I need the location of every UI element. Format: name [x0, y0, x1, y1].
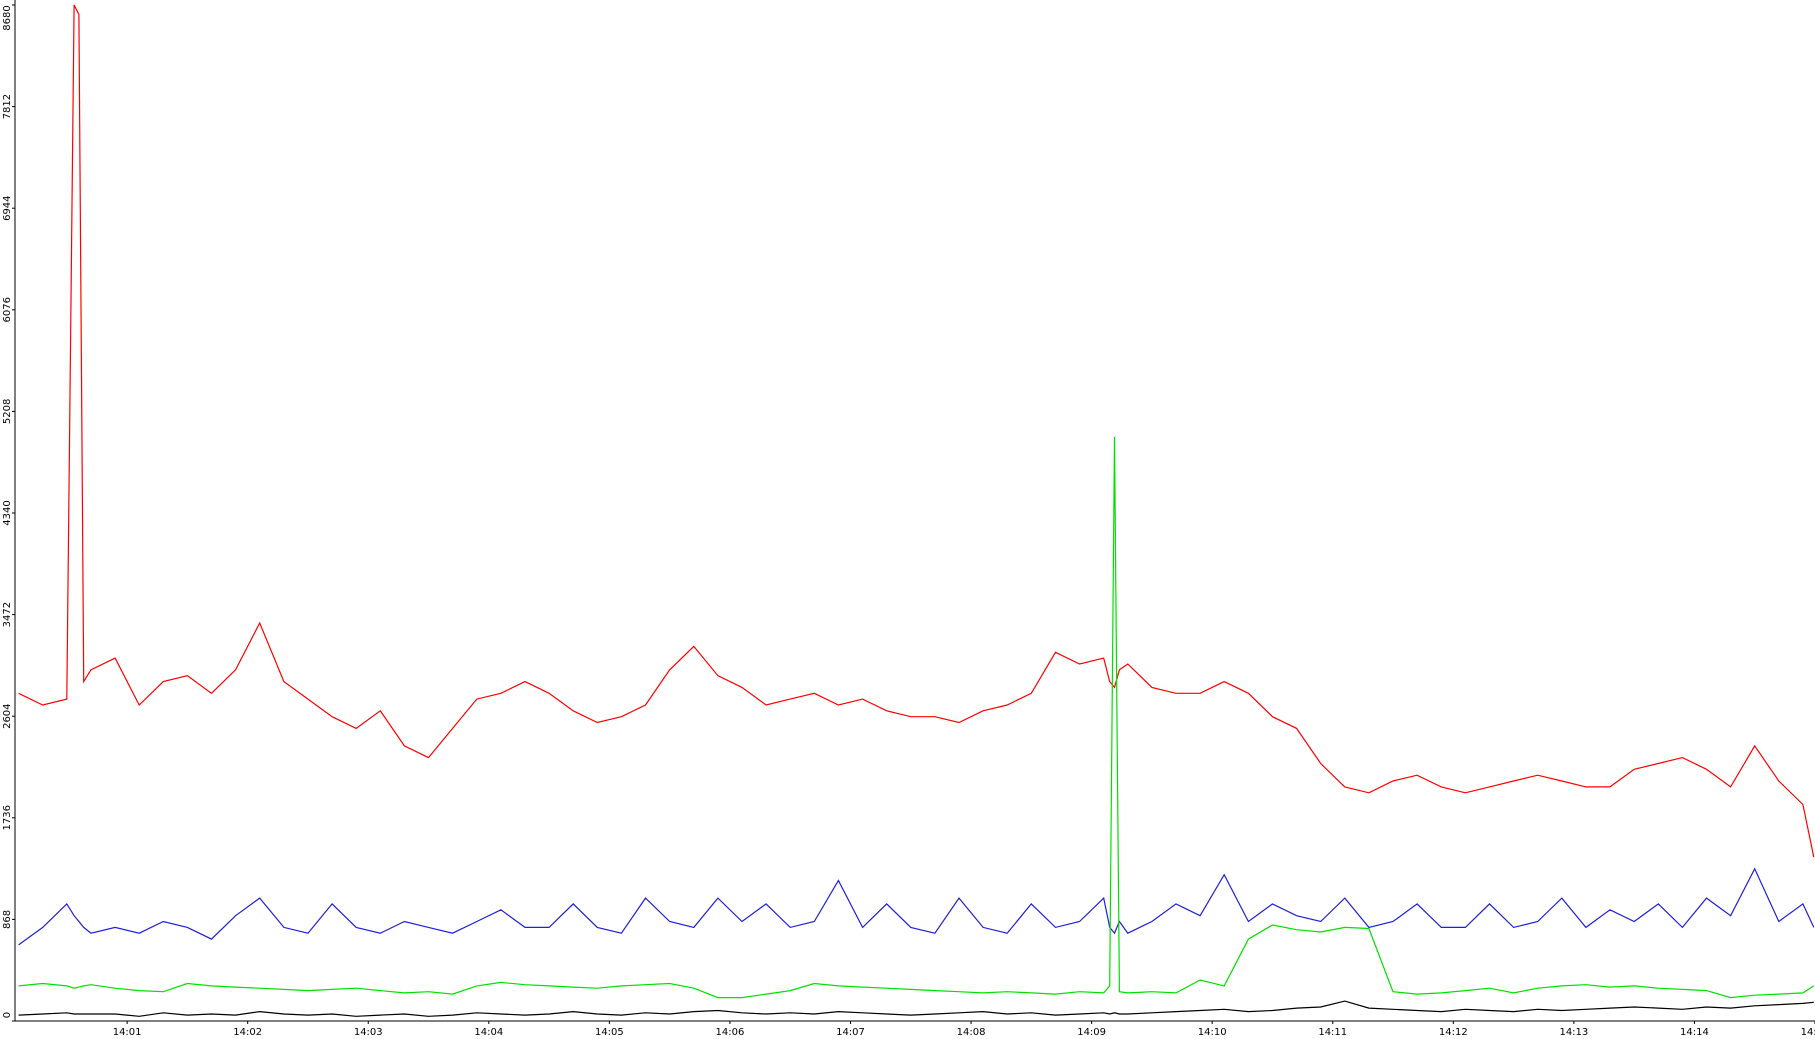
y-tick-label: 5208: [2, 399, 13, 424]
series-line: [18, 436, 1815, 999]
y-tick-label: 868: [2, 910, 13, 929]
series-line: [18, 867, 1815, 946]
y-tick-label: 2604: [2, 703, 13, 728]
y-tick-label: 4340: [2, 500, 13, 525]
x-tick-label: 14:14: [1680, 1027, 1709, 1038]
y-tick-label: 7812: [2, 94, 13, 119]
x-tick-label: 14:12: [1439, 1027, 1468, 1038]
y-tick-label: 8680: [2, 5, 13, 30]
x-tick-label: 14:01: [113, 1027, 142, 1038]
y-tick-label: 6076: [2, 297, 13, 322]
series-line: [18, 4, 1815, 858]
series-line: [18, 1000, 1814, 1017]
x-tick-label: 14:09: [1077, 1027, 1106, 1038]
x-tick-label: 14:15: [1801, 1027, 1815, 1038]
x-tick-label: 14:08: [957, 1027, 986, 1038]
x-tick-label: 14:06: [716, 1027, 745, 1038]
x-tick-label: 14:11: [1318, 1027, 1347, 1038]
y-tick-label: 1736: [2, 805, 13, 830]
x-tick-label: 14:05: [595, 1027, 624, 1038]
y-tick-label: 6944: [2, 195, 13, 220]
x-tick-label: 14:07: [836, 1027, 865, 1038]
x-tick-label: 14:04: [474, 1027, 503, 1038]
x-tick-label: 14:13: [1559, 1027, 1588, 1038]
y-tick-label: 3472: [2, 602, 13, 627]
x-tick-label: 14:10: [1198, 1027, 1227, 1038]
y-tick-label: 0: [2, 1012, 13, 1018]
x-tick-label: 14:02: [233, 1027, 262, 1038]
x-tick-label: 14:03: [354, 1027, 383, 1038]
